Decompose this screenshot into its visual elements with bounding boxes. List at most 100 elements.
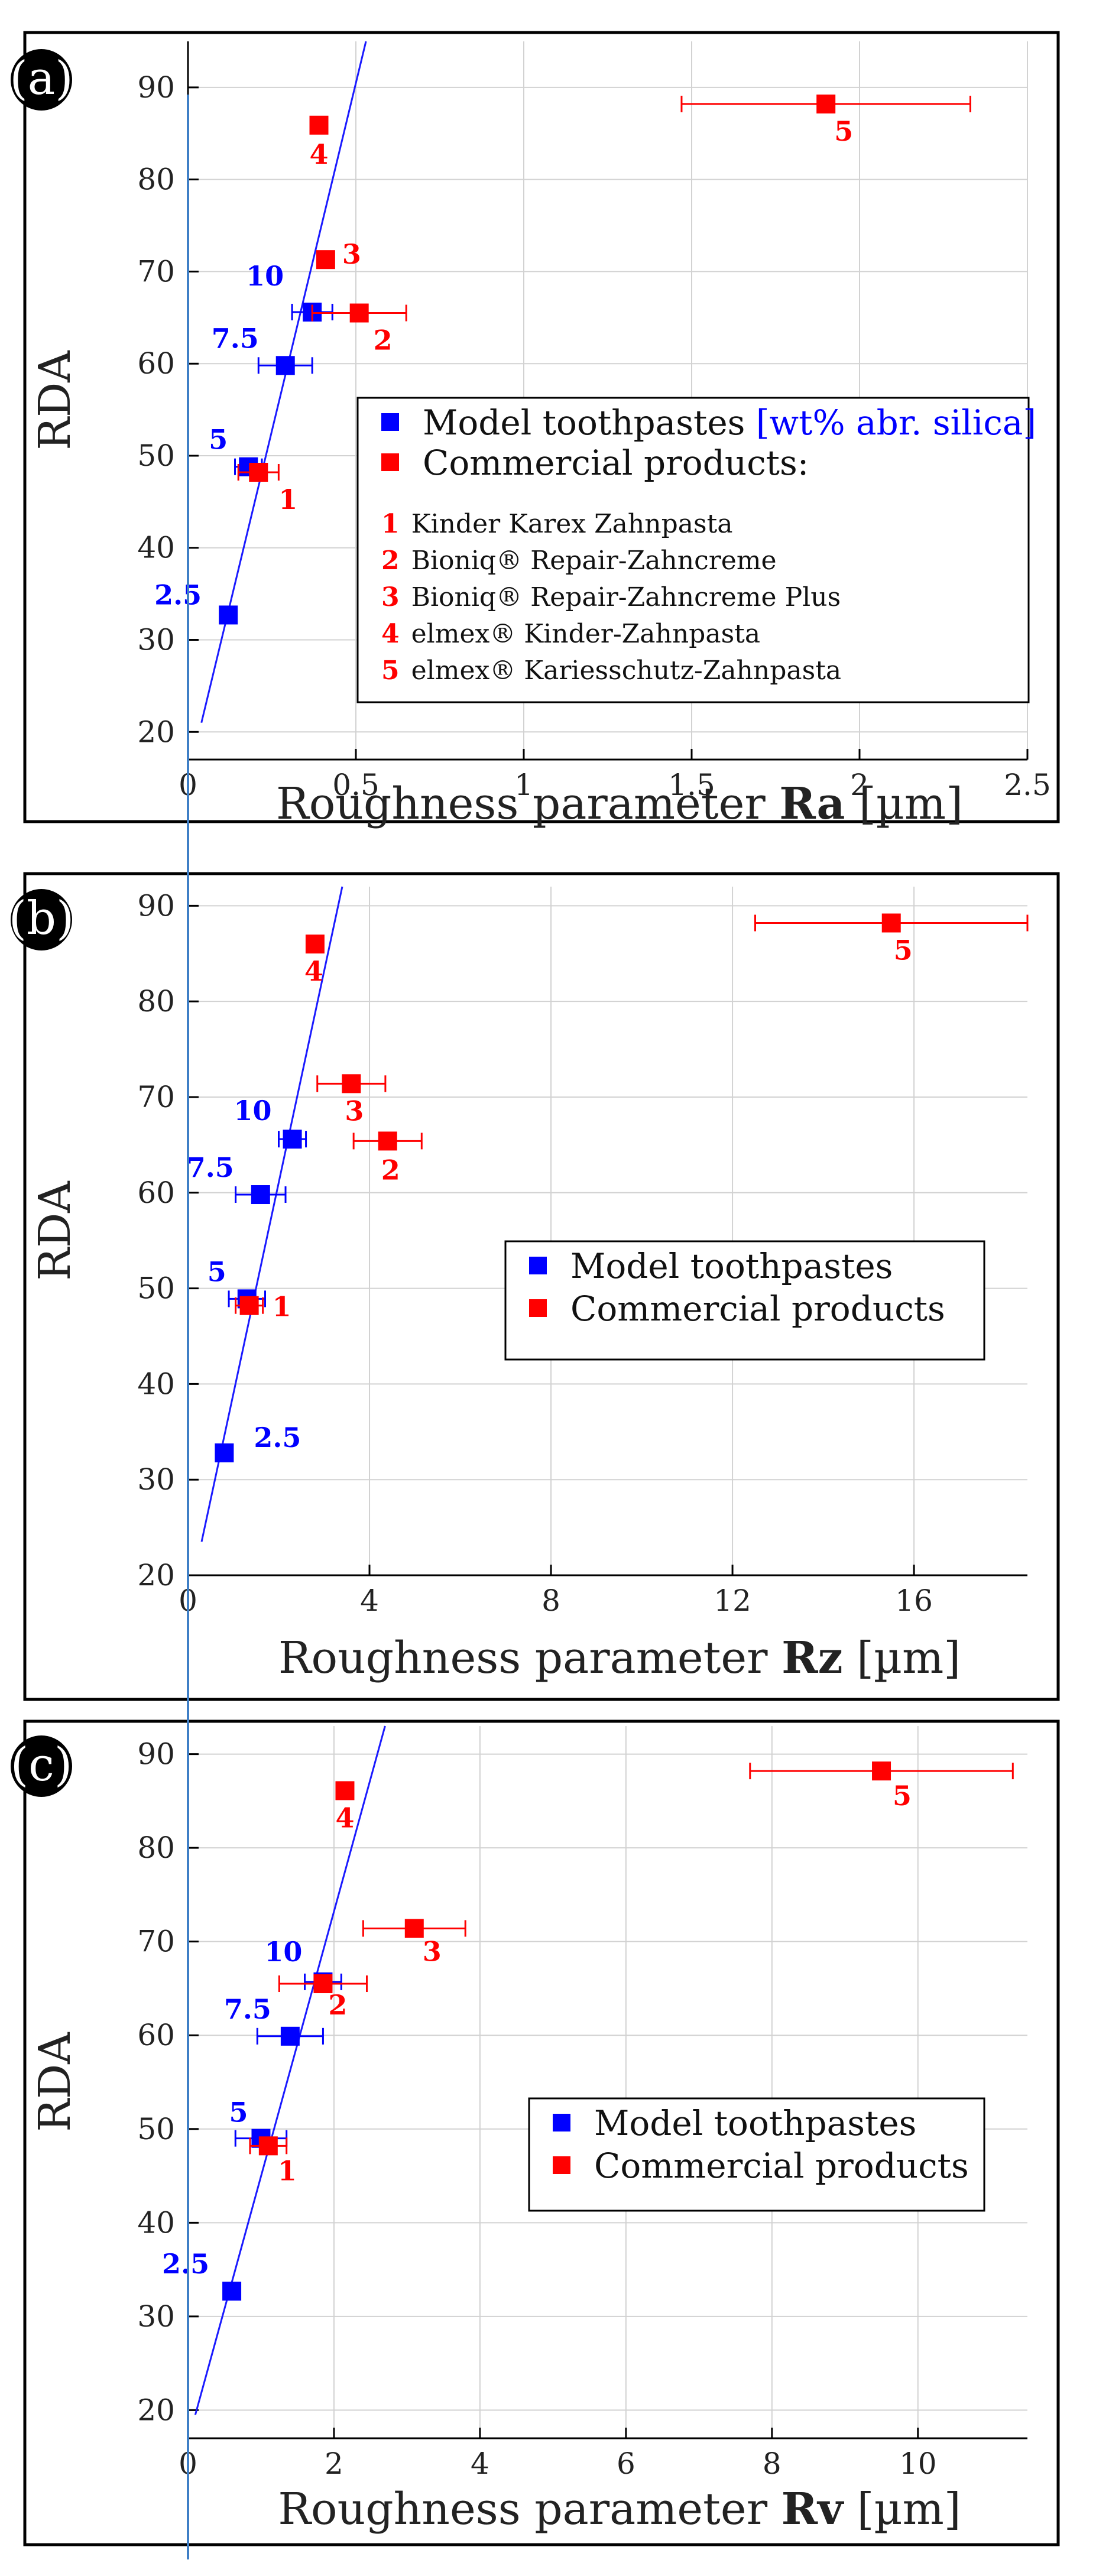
x-tick-label: 2 <box>850 768 869 802</box>
y-axis-title: RDA <box>30 1180 80 1281</box>
y-tick-label: 70 <box>137 1080 175 1114</box>
legend-product-name: Kinder Karex Zahnpasta <box>411 509 733 539</box>
y-ticks: 20 30 40 50 60 70 80 90 <box>137 70 199 749</box>
data-point <box>335 1781 355 1800</box>
legend-box <box>356 397 1030 703</box>
x-ticks: 0246810 <box>179 2428 937 2481</box>
legend-product-name: elmex® Kinder-Zahnpasta <box>411 619 760 649</box>
data-point <box>309 115 329 135</box>
x-tick-label: 10 <box>899 2447 937 2481</box>
point-label: 2 <box>381 1154 400 1186</box>
x-axis-title: Roughness parameter Ra [µm] <box>276 778 963 829</box>
legend-swatch <box>381 453 399 471</box>
legend-product-number: 2 <box>381 546 400 576</box>
y-tick-label: 30 <box>137 2299 175 2334</box>
panel-label: (b) <box>9 892 74 945</box>
x-tick-label: 8 <box>763 2447 782 2481</box>
x-axis-title-prefix: Roughness parameter <box>276 778 779 829</box>
point-label: 2.5 <box>154 579 202 611</box>
gridlines <box>188 887 1027 1576</box>
fit-line <box>200 886 343 1542</box>
legend-product-name: Bioniq® Repair-Zahncreme Plus <box>411 582 841 612</box>
point-label: 2 <box>328 1989 347 2021</box>
legend-swatch <box>529 1299 547 1317</box>
panel-b: 04812162030405060708090Roughness paramet… <box>9 872 1060 1701</box>
legend-entry-suffix: [wt% abr. silica] <box>745 403 1036 443</box>
point-label: 7.5 <box>224 1993 271 2025</box>
point-label: 1 <box>278 484 297 515</box>
y-tick-label: 60 <box>137 346 175 381</box>
legend-entry: Model toothpastes <box>570 1246 893 1286</box>
y-tick-label: 40 <box>137 2205 175 2240</box>
x-axis-title-param: Ra <box>779 778 845 829</box>
data-point <box>275 356 295 375</box>
data-point <box>305 935 325 954</box>
x-tick-label: 0.5 <box>332 768 380 802</box>
point-label: 2.5 <box>254 1422 301 1454</box>
legend-box <box>528 2097 985 2212</box>
series-model: 2.5 5 7.510 <box>187 1095 307 1462</box>
y-tick-label: 50 <box>137 439 175 473</box>
legend-product-number: 1 <box>381 509 400 539</box>
data-point <box>872 1761 891 1781</box>
point-label: 5 <box>207 1255 226 1287</box>
y-tick-label: 20 <box>137 1558 175 1592</box>
y-tick-label: 80 <box>137 984 175 1018</box>
legend: Model toothpastes [wt% abr. silica]Comme… <box>356 397 1036 703</box>
point-label: 5 <box>209 424 228 456</box>
point-label: 10 <box>234 1095 272 1127</box>
legend-box <box>504 1240 985 1361</box>
panel-frame <box>23 31 1060 823</box>
panel-label: (a) <box>9 52 73 105</box>
legend-entry: Model toothpastes [wt% abr. silica] <box>423 403 1036 443</box>
legend-product-name: elmex® Kariesschutz-Zahnpasta <box>411 656 842 686</box>
legend-swatch <box>553 2156 570 2174</box>
y-ticks: 20 30 40 50 60 70 80 90 <box>137 1737 199 2427</box>
y-tick-label: 70 <box>137 254 175 288</box>
point-label: 3 <box>345 1095 364 1127</box>
y-tick-label: 90 <box>137 70 175 105</box>
point-label: 4 <box>304 955 323 987</box>
y-tick-label: 80 <box>137 163 175 197</box>
data-point <box>378 1131 397 1151</box>
legend-entry: Commercial products <box>594 2146 969 2186</box>
point-label: 5 <box>229 2097 248 2129</box>
y-tick-label: 50 <box>137 2112 175 2146</box>
data-point <box>249 463 268 482</box>
data-point <box>316 250 335 270</box>
legend-product-number: 5 <box>381 656 400 686</box>
data-point <box>342 1074 361 1094</box>
data-point <box>280 2026 300 2046</box>
panel-badge <box>11 889 72 950</box>
y-tick-label: 40 <box>137 531 175 565</box>
x-tick-label: 4 <box>471 2447 489 2481</box>
data-point <box>816 94 836 113</box>
x-tick-label: 1.5 <box>668 768 715 802</box>
x-tick-label: 2.5 <box>1004 768 1051 802</box>
data-point <box>222 2282 242 2301</box>
fit-line <box>194 1725 386 2415</box>
gridlines <box>188 1726 1027 2438</box>
point-label: 1 <box>273 1291 291 1323</box>
y-axis-title: RDA <box>30 2032 80 2132</box>
point-label: 4 <box>310 138 329 170</box>
point-label: 10 <box>264 1936 302 1968</box>
x-axis-title-unit: [µm] <box>845 778 963 829</box>
data-point <box>239 1296 259 1315</box>
y-tick-label: 30 <box>137 623 175 657</box>
point-label: 5 <box>893 1780 912 1812</box>
x-tick-label: 8 <box>541 1584 560 1618</box>
legend-entry: Commercial products <box>570 1289 945 1329</box>
y-tick-label: 70 <box>137 1925 175 1959</box>
y-tick-label: 60 <box>137 1176 175 1210</box>
point-label: 5 <box>834 115 853 147</box>
y-tick-label: 90 <box>137 888 175 923</box>
data-point <box>349 303 369 323</box>
point-label: 7.5 <box>187 1151 234 1183</box>
x-tick-label: 12 <box>714 1584 751 1618</box>
data-point <box>215 1443 234 1462</box>
